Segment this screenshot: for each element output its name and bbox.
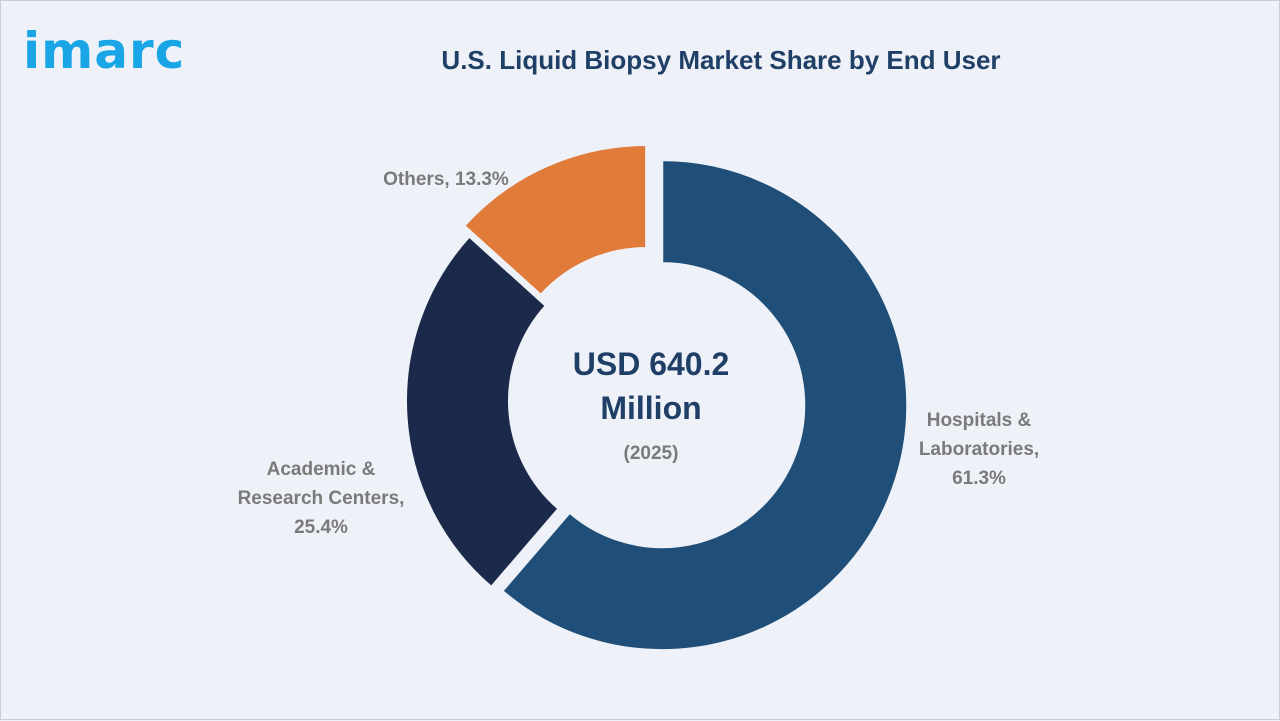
slice-label-others: Others, 13.3% <box>383 169 509 190</box>
slice-label-line: Hospitals & <box>927 410 1032 431</box>
slice-label-academic-research-centers: Academic & Research Centers, 25.4% <box>238 459 405 538</box>
slices-group <box>405 144 909 652</box>
slice-label-line: 25.4% <box>294 517 348 538</box>
slice-label-hospitals-laboratories: Hospitals & Laboratories, 61.3% <box>919 410 1039 489</box>
donut-slice-hospitals-laboratories <box>501 159 909 652</box>
slice-label-line: 61.3% <box>952 468 1006 489</box>
center-value-line1: USD 640.2 <box>573 346 730 382</box>
imarc-logo: imarc <box>23 21 203 81</box>
labels-group: Hospitals & Laboratories, 61.3% Academic & R… <box>238 169 1040 538</box>
slice-label-line: Academic & <box>267 459 376 480</box>
slice-label-line: Research Centers, <box>238 488 405 509</box>
center-label-group: USD 640.2 Million (2025) <box>573 346 730 464</box>
slice-label-line: Laboratories, <box>919 439 1039 460</box>
center-value-line2: Million <box>600 390 701 426</box>
logo-text: imarc <box>23 22 186 80</box>
center-year: (2025) <box>624 443 679 464</box>
donut-slice-others <box>462 144 648 297</box>
slice-label-line: Others, 13.3% <box>383 169 509 190</box>
chart-title: U.S. Liquid Biopsy Market Share by End U… <box>441 45 1001 75</box>
donut-slice-academic-research-centers <box>405 235 560 589</box>
